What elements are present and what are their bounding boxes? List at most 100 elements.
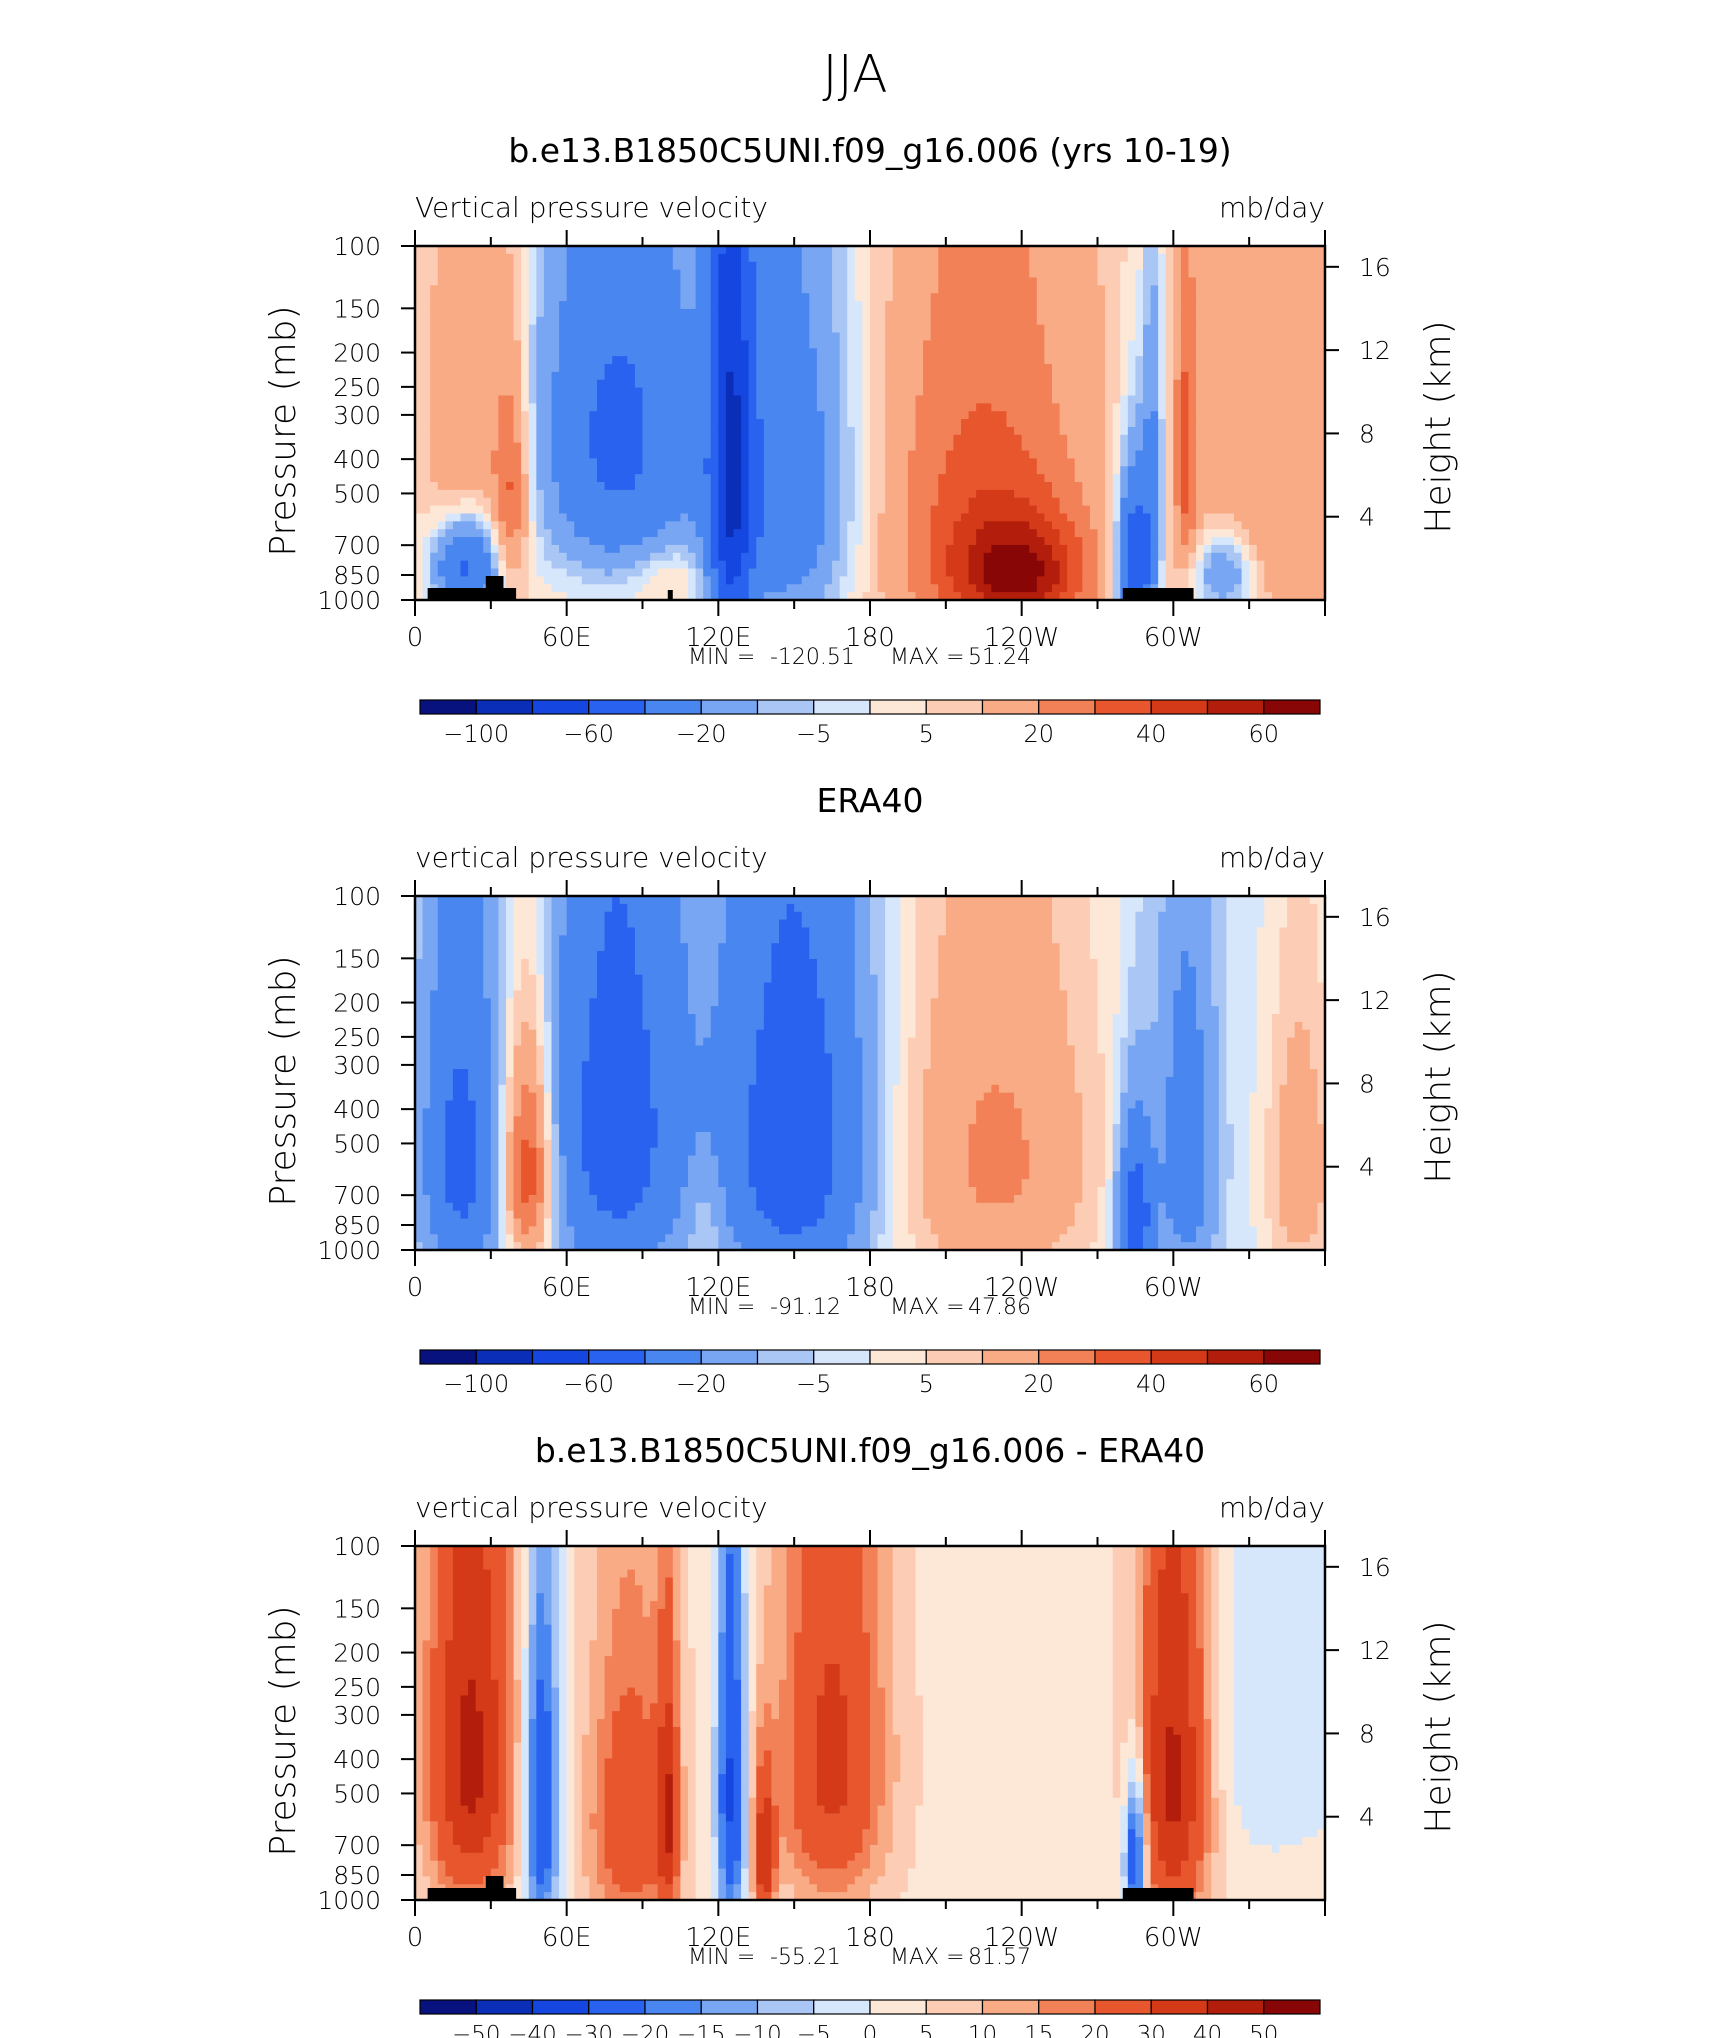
field-cell xyxy=(1029,293,1038,302)
field-cell xyxy=(983,277,992,286)
field-cell xyxy=(1188,356,1197,365)
field-cell xyxy=(718,253,727,263)
field-cell xyxy=(892,371,901,381)
field-cell xyxy=(809,576,818,585)
field-cell xyxy=(1105,482,1114,491)
field-cell xyxy=(885,395,894,404)
field-cell xyxy=(422,419,431,428)
field-cell xyxy=(1112,450,1121,459)
field-cell xyxy=(665,371,674,381)
field-cell xyxy=(619,324,628,334)
field-cell xyxy=(1014,584,1023,593)
field-cell xyxy=(733,356,742,365)
field-cell xyxy=(483,348,492,357)
field-cell xyxy=(1173,434,1182,444)
field-cell xyxy=(1226,308,1235,318)
field-cell xyxy=(741,513,750,522)
field-cell xyxy=(1234,277,1243,286)
field-cell xyxy=(612,269,621,279)
field-cell xyxy=(680,356,689,365)
field-cell xyxy=(634,387,644,397)
field-cell xyxy=(961,277,970,286)
field-cell xyxy=(809,489,818,499)
field-cell xyxy=(877,576,886,585)
field-cell xyxy=(1188,308,1197,318)
field-cell xyxy=(824,308,833,318)
field-cell xyxy=(885,442,894,452)
field-cell xyxy=(1105,489,1114,499)
field-cell xyxy=(559,395,568,404)
field-cell xyxy=(816,568,826,577)
field-cell xyxy=(559,285,568,294)
field-cell xyxy=(506,513,515,522)
field-cell xyxy=(452,482,462,491)
field-cell xyxy=(1044,560,1053,570)
field-cell xyxy=(809,387,818,397)
field-cell xyxy=(415,474,424,483)
field-cell xyxy=(1006,426,1015,436)
field-cell xyxy=(1211,482,1220,491)
field-cell xyxy=(885,505,894,515)
field-cell xyxy=(1105,529,1114,538)
field-cell xyxy=(756,592,765,601)
field-cell xyxy=(839,537,848,546)
field-cell xyxy=(589,379,598,389)
field-cell xyxy=(832,253,841,263)
field-cell xyxy=(543,364,553,373)
field-cell xyxy=(718,324,727,334)
field-cell xyxy=(923,379,932,389)
field-cell xyxy=(1052,261,1061,271)
field-cell xyxy=(566,521,575,530)
field-cell xyxy=(1089,458,1099,467)
field-cell xyxy=(1127,419,1137,428)
field-cell xyxy=(589,387,598,397)
field-cell xyxy=(1196,340,1205,349)
field-cell xyxy=(695,340,704,349)
field-cell xyxy=(786,364,795,373)
field-cell xyxy=(870,316,879,326)
field-cell xyxy=(1218,474,1228,483)
field-cell xyxy=(1029,458,1038,467)
field-cell xyxy=(1021,442,1030,452)
field-cell xyxy=(748,466,757,475)
field-cell xyxy=(900,442,909,452)
field-cell xyxy=(650,537,659,546)
field-cell xyxy=(1044,403,1053,412)
field-cell xyxy=(870,489,879,499)
field-cell xyxy=(452,348,462,357)
field-cell xyxy=(589,544,598,554)
field-cell xyxy=(1029,592,1038,601)
field-cell xyxy=(748,474,757,483)
field-cell xyxy=(741,308,750,318)
field-cell xyxy=(832,442,841,452)
field-cell xyxy=(672,316,682,326)
field-cell xyxy=(1158,387,1167,397)
field-cell xyxy=(559,293,568,302)
field-cell xyxy=(1150,576,1159,585)
field-cell xyxy=(1218,356,1228,365)
field-cell xyxy=(551,497,560,507)
field-cell xyxy=(581,426,591,436)
field-cell xyxy=(816,592,826,601)
field-cell xyxy=(468,434,477,444)
field-cell xyxy=(657,466,666,475)
field-cell xyxy=(619,568,628,577)
field-cell xyxy=(748,371,757,381)
field-cell xyxy=(1021,261,1030,271)
field-cell xyxy=(748,395,757,404)
field-cell xyxy=(779,482,788,491)
field-cell xyxy=(1196,269,1205,279)
field-cell xyxy=(551,552,560,562)
field-cell xyxy=(998,489,1008,499)
field-cell xyxy=(1196,537,1205,546)
field-cell xyxy=(748,489,757,499)
field-cell xyxy=(1052,277,1061,286)
field-cell xyxy=(1165,474,1174,483)
field-cell xyxy=(1036,458,1046,467)
field-cell xyxy=(1029,482,1038,491)
field-cell xyxy=(1021,426,1030,436)
field-cell xyxy=(1074,348,1083,357)
field-cell xyxy=(452,450,462,459)
field-cell xyxy=(998,379,1008,389)
field-cell xyxy=(1165,560,1174,570)
